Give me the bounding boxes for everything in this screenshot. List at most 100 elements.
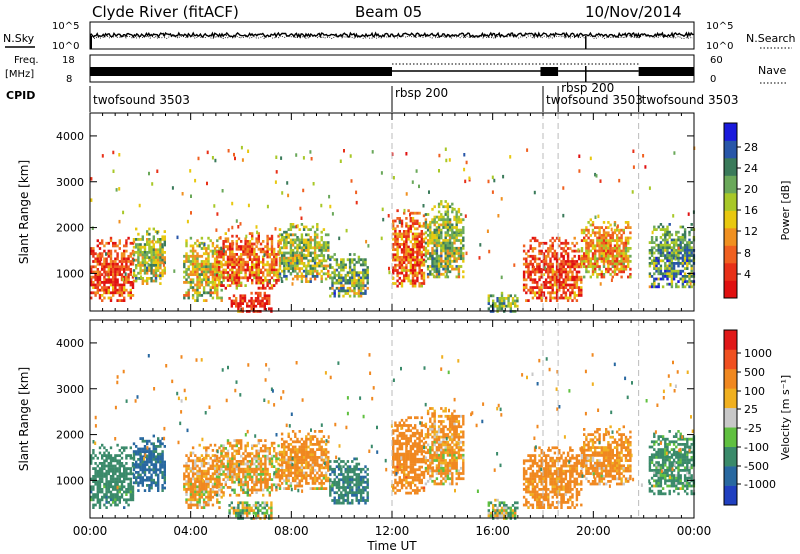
- data-cell: [118, 485, 121, 489]
- data-cell: [243, 509, 247, 512]
- data-cell: [277, 271, 280, 274]
- data-cell: [602, 260, 606, 263]
- data-cell: [283, 254, 286, 257]
- data-cell: [555, 252, 559, 256]
- data-cell: [90, 462, 93, 465]
- data-cell: [569, 265, 572, 269]
- data-cell: [675, 233, 678, 237]
- data-cell: [440, 259, 443, 263]
- data-cell: [107, 278, 110, 282]
- data-cell: [215, 263, 219, 267]
- data-cell: [125, 493, 128, 496]
- data-cell: [394, 269, 397, 272]
- data-cell: [437, 226, 441, 229]
- data-cell: [327, 269, 330, 273]
- data-cell: [244, 483, 247, 487]
- data-cell: [429, 265, 432, 268]
- data-cell: [355, 279, 358, 282]
- data-cell: [213, 273, 217, 276]
- data-cell: [533, 265, 536, 270]
- data-cell: [132, 473, 136, 477]
- data-cell: [103, 291, 106, 295]
- data-cell: [462, 252, 465, 255]
- data-cell: [107, 296, 110, 300]
- data-cell: [426, 241, 430, 245]
- data-cell: [114, 495, 117, 499]
- data-cell: [313, 259, 317, 263]
- data-cell: [420, 256, 423, 259]
- data-cell: [616, 239, 619, 242]
- data-cell: [444, 249, 447, 253]
- data-cell: [246, 279, 249, 282]
- data-cell: [571, 265, 574, 269]
- data-cell: [92, 498, 95, 502]
- data-cell: [244, 271, 247, 274]
- data-cell: [161, 251, 164, 254]
- data-cell: [289, 233, 293, 237]
- data-cell: [571, 278, 574, 282]
- data-cell: [275, 452, 278, 455]
- data-cell: [414, 266, 417, 270]
- data-cell: [226, 271, 230, 274]
- data-cell: [688, 230, 691, 234]
- data-cell: [129, 454, 132, 457]
- data-cell: [602, 252, 606, 255]
- data-cell: [462, 239, 465, 242]
- data-cell: [392, 266, 395, 270]
- data-cell: [426, 233, 430, 237]
- data-cell: [424, 231, 428, 235]
- data-cell: [610, 278, 613, 282]
- data-cell: [670, 256, 674, 260]
- data-cell: [277, 273, 280, 277]
- data-cell: [289, 241, 293, 244]
- data-cell: [620, 239, 623, 242]
- data-cell: [105, 469, 108, 473]
- data-cell: [618, 236, 621, 240]
- data-cell: [431, 254, 434, 258]
- nsearch-line: [89, 34, 694, 40]
- data-cell: [196, 257, 199, 261]
- data-cell: [577, 265, 581, 269]
- data-cell: [202, 247, 206, 250]
- data-cell: [233, 263, 236, 267]
- data-cell: [359, 289, 363, 293]
- data-cell: [348, 281, 352, 285]
- data-cell: [618, 252, 621, 255]
- data-cell: [451, 246, 454, 250]
- data-cell: [686, 267, 689, 270]
- data-cell: [198, 469, 201, 473]
- data-cell: [444, 244, 447, 248]
- data-cell: [96, 270, 99, 274]
- data-cell: [300, 256, 304, 260]
- data-cell: [209, 288, 212, 292]
- data-cell: [446, 231, 450, 235]
- data-cell: [213, 480, 217, 483]
- data-cell: [154, 271, 158, 275]
- data-cell: [446, 207, 450, 211]
- data-cell: [233, 467, 236, 471]
- data-cell: [342, 279, 345, 282]
- data-cell: [227, 149, 230, 153]
- data-cell: [444, 231, 447, 235]
- data-cell: [409, 269, 412, 272]
- data-cell: [255, 470, 258, 474]
- data-cell: [141, 468, 144, 472]
- data-cell: [194, 464, 197, 468]
- data-cell: [403, 245, 406, 249]
- data-cell: [251, 237, 254, 241]
- data-cell: [688, 285, 691, 289]
- data-cell: [433, 205, 436, 209]
- data-cell: [589, 275, 592, 279]
- data-cell: [444, 236, 447, 240]
- data-cell: [200, 273, 204, 276]
- data-cell: [392, 271, 395, 275]
- data-cell: [316, 256, 319, 260]
- data-cell: [94, 462, 97, 465]
- data-cell: [307, 259, 310, 263]
- data-cell: [335, 268, 339, 272]
- data-cell: [96, 480, 99, 483]
- data-cell: [533, 281, 537, 284]
- data-cell: [191, 254, 195, 258]
- data-cell: [152, 455, 155, 459]
- data-cell: [196, 252, 199, 256]
